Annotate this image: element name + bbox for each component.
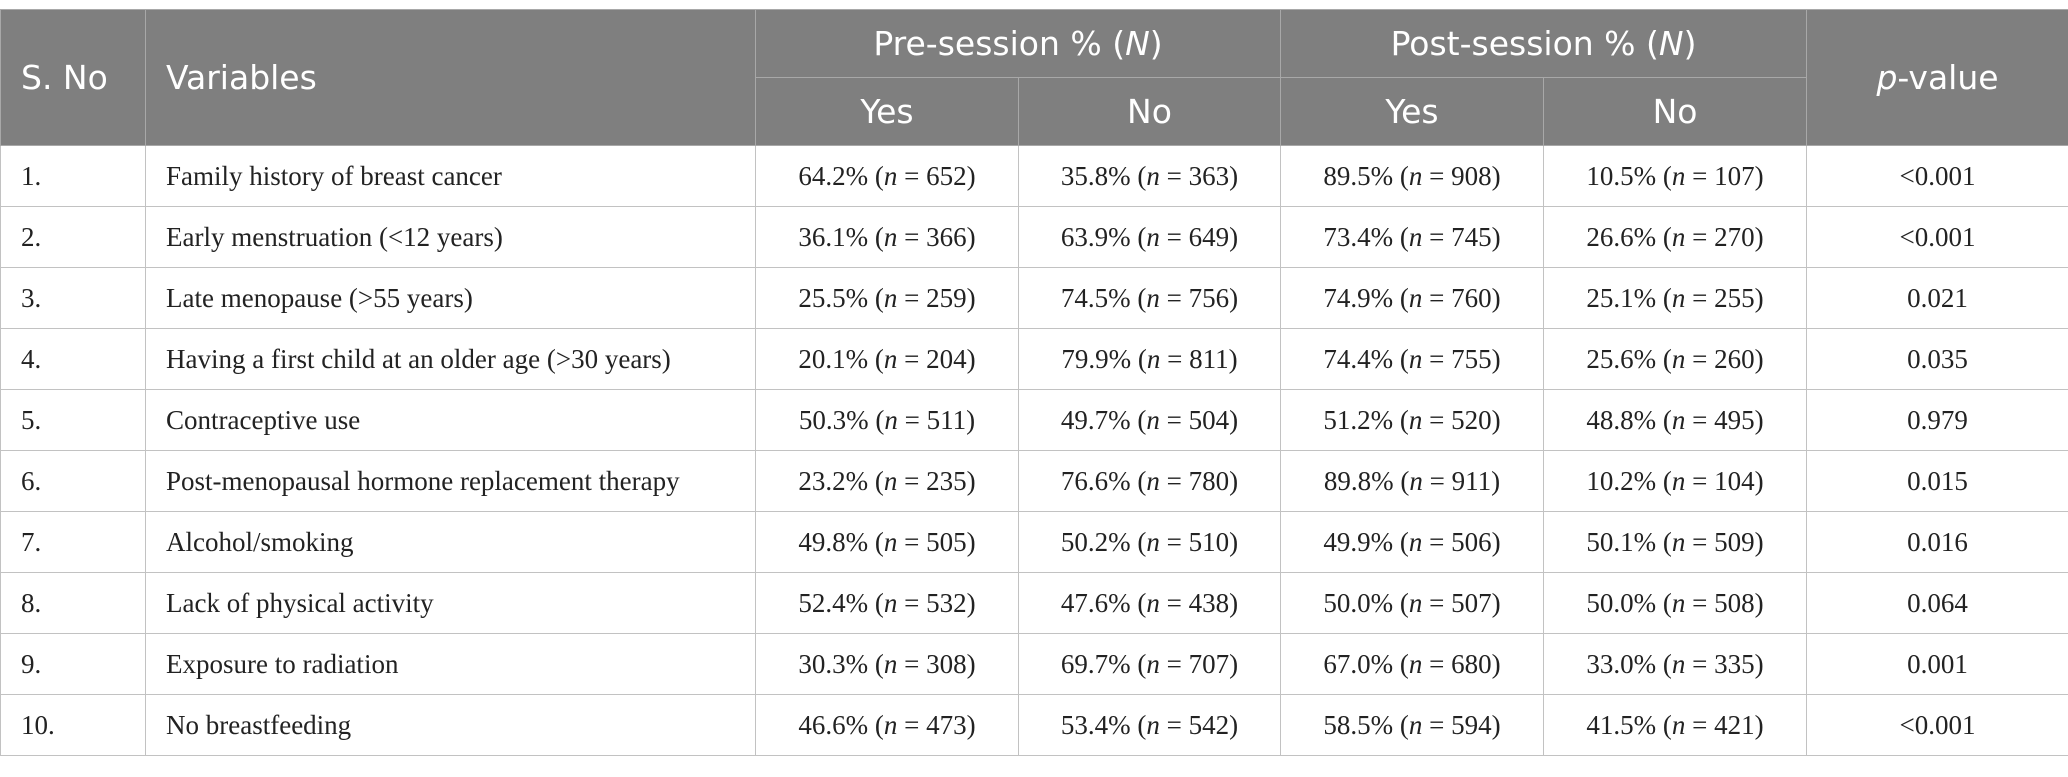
cell-pre-yes: 36.1% (n = 366) xyxy=(755,206,1019,268)
cell-pre-no: 69.7% (n = 707) xyxy=(1018,633,1281,695)
cell-variable: Early menstruation (<12 years) xyxy=(145,206,756,268)
cell-pre-yes: 52.4% (n = 532) xyxy=(755,572,1019,634)
cell-post-no: 10.5% (n = 107) xyxy=(1542,145,1808,207)
cell-post-yes: 89.5% (n = 908) xyxy=(1280,145,1544,207)
table-row: 3. Late menopause (>55 years) 25.5% (n = 2… xyxy=(0,267,2068,329)
cell-variable: Alcohol/smoking xyxy=(145,511,756,573)
table-row: 5. Contraceptive use 50.3% (n = 511) 49.7% … xyxy=(0,389,2068,451)
cell-pre-yes: 49.8% (n = 505) xyxy=(755,511,1019,573)
cell-post-yes: 73.4% (n = 745) xyxy=(1280,206,1544,268)
cell-post-yes: 89.8% (n = 911) xyxy=(1280,450,1544,512)
cell-pre-no: 76.6% (n = 780) xyxy=(1018,450,1281,512)
table-row: 10. No breastfeeding 46.6% (n = 473) 53.4% … xyxy=(0,694,2068,756)
table-row: 7. Alcohol/smoking 49.8% (n = 505) 50.2% (n… xyxy=(0,511,2068,573)
cell-pre-yes: 50.3% (n = 511) xyxy=(755,389,1019,451)
cell-sno: 8. xyxy=(0,572,146,634)
cell-post-no: 50.1% (n = 509) xyxy=(1542,511,1808,573)
cell-sno: 1. xyxy=(0,145,146,207)
cell-variable: Having a first child at an older age (>3… xyxy=(145,328,756,390)
cell-post-yes: 58.5% (n = 594) xyxy=(1280,694,1544,756)
cell-pre-yes: 46.6% (n = 473) xyxy=(755,694,1019,756)
cell-p-value: 0.979 xyxy=(1806,389,2068,451)
table-row: 2. Early menstruation (<12 years) 36.1% (n… xyxy=(0,206,2068,268)
header-p-value: p-value xyxy=(1806,9,2068,146)
cell-pre-yes: 20.1% (n = 204) xyxy=(755,328,1019,390)
cell-pre-no: 47.6% (n = 438) xyxy=(1018,572,1281,634)
header-pre-session: Pre-session % (N) xyxy=(755,9,1281,78)
cell-variable: Exposure to radiation xyxy=(145,633,756,695)
table-body: 1. Family history of breast cancer 64.2% (… xyxy=(0,145,2068,756)
results-table: S. No Variables Pre-session % (N) Post-s… xyxy=(0,9,2068,756)
cell-variable: Contraceptive use xyxy=(145,389,756,451)
table-row: 4. Having a first child at an older age (… xyxy=(0,328,2068,390)
cell-post-no: 25.1% (n = 255) xyxy=(1542,267,1808,329)
cell-variable: Post-menopausal hormone replacement ther… xyxy=(145,450,756,512)
cell-variable: Family history of breast cancer xyxy=(145,145,756,207)
cell-sno: 5. xyxy=(0,389,146,451)
header-post-no: No xyxy=(1542,77,1808,146)
cell-sno: 3. xyxy=(0,267,146,329)
cell-post-yes: 74.9% (n = 760) xyxy=(1280,267,1544,329)
header-sno: S. No xyxy=(0,9,146,146)
cell-pre-no: 79.9% (n = 811) xyxy=(1018,328,1281,390)
cell-pre-no: 74.5% (n = 756) xyxy=(1018,267,1281,329)
cell-pre-no: 50.2% (n = 510) xyxy=(1018,511,1281,573)
cell-p-value: 0.064 xyxy=(1806,572,2068,634)
cell-p-value: <0.001 xyxy=(1806,694,2068,756)
cell-post-yes: 74.4% (n = 755) xyxy=(1280,328,1544,390)
cell-p-value: <0.001 xyxy=(1806,206,2068,268)
cell-pre-no: 63.9% (n = 649) xyxy=(1018,206,1281,268)
cell-post-no: 50.0% (n = 508) xyxy=(1542,572,1808,634)
header-pre-yes: Yes xyxy=(755,77,1019,146)
cell-pre-yes: 25.5% (n = 259) xyxy=(755,267,1019,329)
cell-sno: 9. xyxy=(0,633,146,695)
cell-pre-yes: 23.2% (n = 235) xyxy=(755,450,1019,512)
cell-pre-no: 53.4% (n = 542) xyxy=(1018,694,1281,756)
cell-post-yes: 49.9% (n = 506) xyxy=(1280,511,1544,573)
cell-post-yes: 51.2% (n = 520) xyxy=(1280,389,1544,451)
cell-pre-no: 49.7% (n = 504) xyxy=(1018,389,1281,451)
cell-post-no: 26.6% (n = 270) xyxy=(1542,206,1808,268)
cell-sno: 7. xyxy=(0,511,146,573)
cell-post-no: 41.5% (n = 421) xyxy=(1542,694,1808,756)
cell-post-yes: 67.0% (n = 680) xyxy=(1280,633,1544,695)
header-pre-no: No xyxy=(1018,77,1281,146)
cell-post-yes: 50.0% (n = 507) xyxy=(1280,572,1544,634)
cell-p-value: 0.021 xyxy=(1806,267,2068,329)
table-row: 9. Exposure to radiation 30.3% (n = 308) 69… xyxy=(0,633,2068,695)
cell-pre-yes: 64.2% (n = 652) xyxy=(755,145,1019,207)
cell-sno: 4. xyxy=(0,328,146,390)
cell-post-no: 33.0% (n = 335) xyxy=(1542,633,1808,695)
cell-sno: 10. xyxy=(0,694,146,756)
cell-p-value: 0.015 xyxy=(1806,450,2068,512)
header-post-yes: Yes xyxy=(1280,77,1544,146)
table-header: S. No Variables Pre-session % (N) Post-s… xyxy=(0,9,2068,146)
header-variables: Variables xyxy=(145,9,756,146)
table-row: 8. Lack of physical activity 52.4% (n = 53… xyxy=(0,572,2068,634)
cell-variable: Late menopause (>55 years) xyxy=(145,267,756,329)
cell-pre-yes: 30.3% (n = 308) xyxy=(755,633,1019,695)
cell-p-value: 0.016 xyxy=(1806,511,2068,573)
table-row: 6. Post-menopausal hormone replacement th… xyxy=(0,450,2068,512)
cell-variable: Lack of physical activity xyxy=(145,572,756,634)
table-row: 1. Family history of breast cancer 64.2% (… xyxy=(0,145,2068,207)
cell-sno: 6. xyxy=(0,450,146,512)
cell-variable: No breastfeeding xyxy=(145,694,756,756)
cell-p-value: <0.001 xyxy=(1806,145,2068,207)
header-post-session: Post-session % (N) xyxy=(1279,9,1808,78)
cell-post-no: 48.8% (n = 495) xyxy=(1542,389,1808,451)
cell-p-value: 0.035 xyxy=(1806,328,2068,390)
cell-post-no: 25.6% (n = 260) xyxy=(1542,328,1808,390)
cell-pre-no: 35.8% (n = 363) xyxy=(1018,145,1281,207)
cell-p-value: 0.001 xyxy=(1806,633,2068,695)
cell-sno: 2. xyxy=(0,206,146,268)
cell-post-no: 10.2% (n = 104) xyxy=(1542,450,1808,512)
